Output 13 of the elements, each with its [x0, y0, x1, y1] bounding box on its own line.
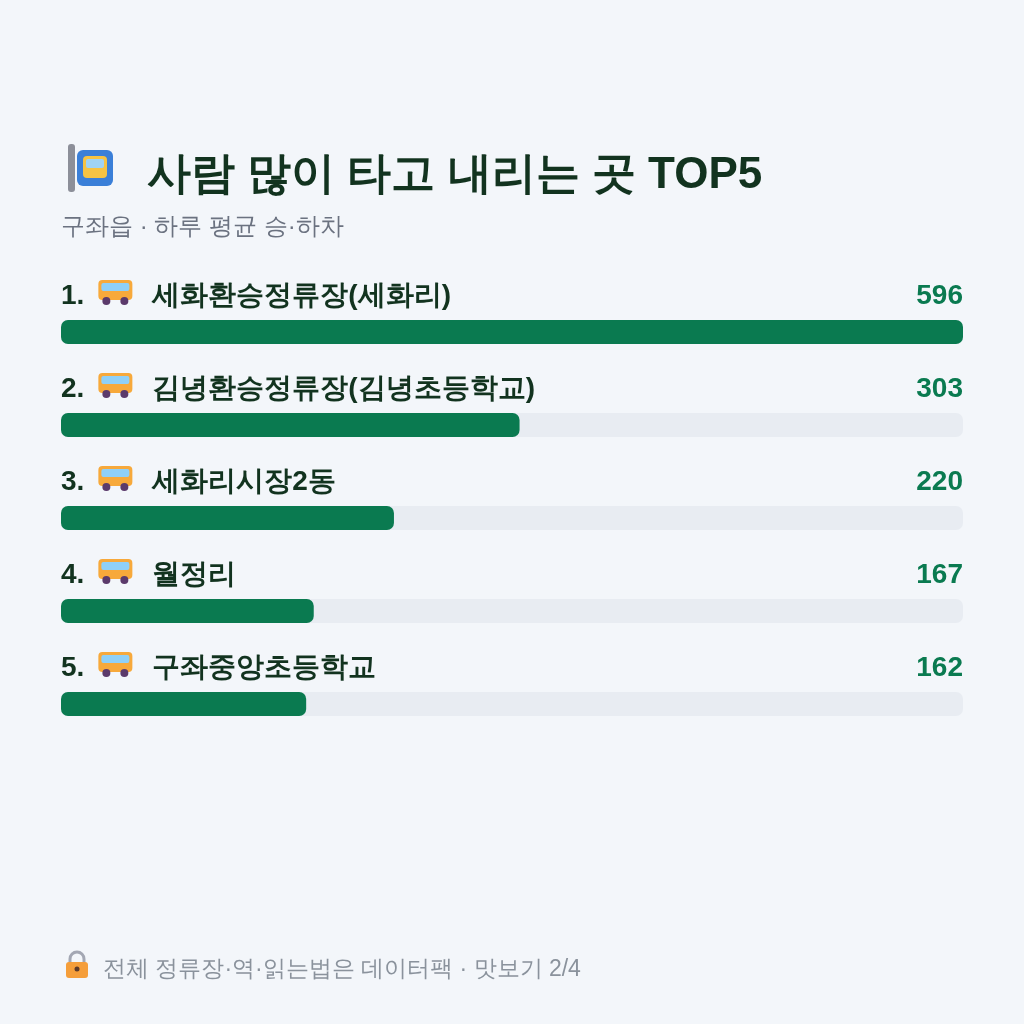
data-label: 220 — [916, 465, 963, 496]
category-label: 3. 세화리시장2동 — [61, 465, 336, 496]
category-label: 2. 김녕환승정류장(김녕초등학교) — [61, 372, 536, 403]
data-label: 167 — [916, 558, 963, 589]
category-label: 5. 구좌중앙초등학교 — [61, 651, 377, 682]
category-label: 1. 세화환승정류장(세화리) — [61, 279, 452, 310]
chart-title: 사람 많이 타고 내리는 곳 TOP5 — [147, 148, 763, 197]
data-label: 162 — [916, 651, 963, 682]
data-label: 303 — [916, 372, 963, 403]
category-label: 4. 월정리 — [61, 558, 237, 589]
data-label: 596 — [916, 279, 963, 310]
chart-subtitle: 구좌읍 · 하루 평균 승·하차 — [61, 212, 344, 239]
text: 전체 정류장·역·읽는법은 데이터팩 · 맛보기 2/4 — [103, 955, 582, 981]
